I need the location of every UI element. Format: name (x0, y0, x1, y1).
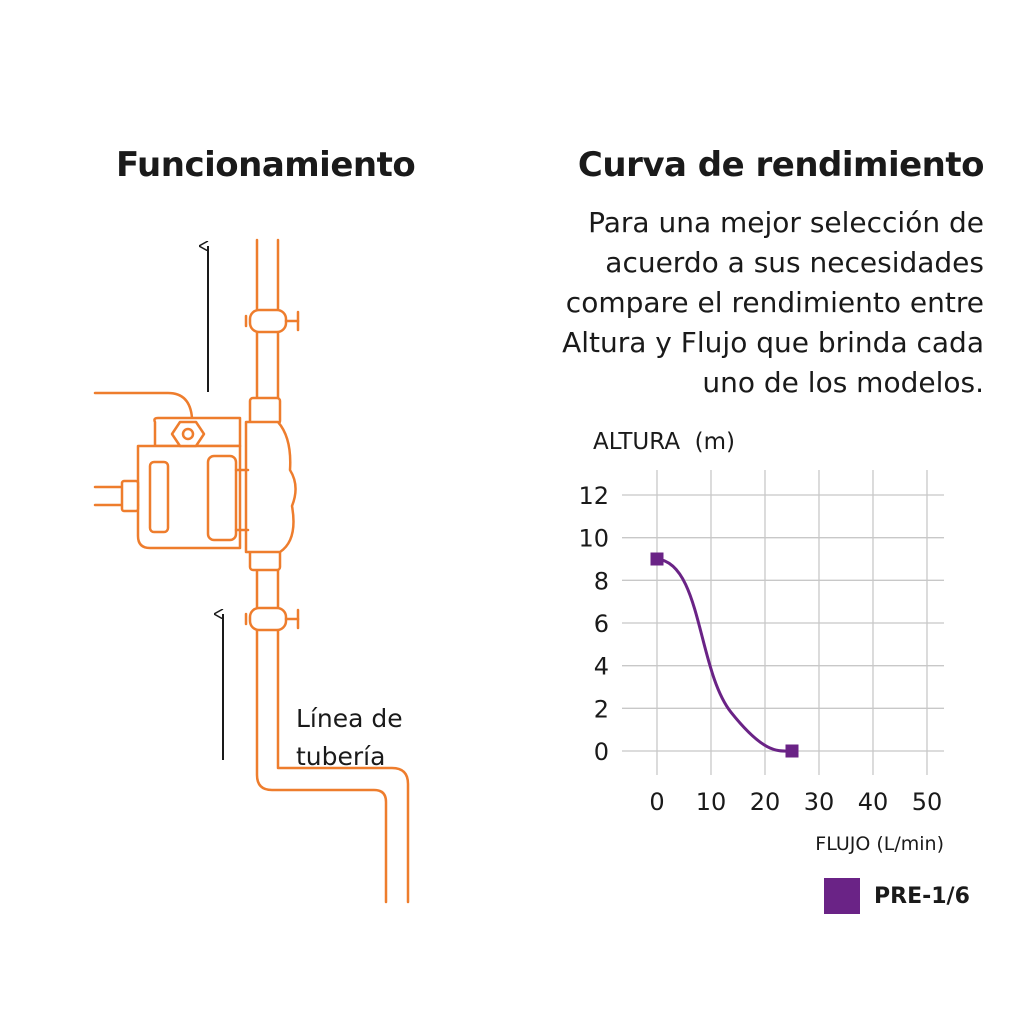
description-line: Altura y Flujo que brinda cada (562, 326, 984, 359)
chart-legend: PRE-1/6 (824, 878, 970, 914)
x-tick-label: 0 (649, 788, 664, 816)
chart-grid (622, 470, 944, 775)
y-tick-label: 0 (594, 738, 609, 766)
legend-swatch (824, 878, 860, 914)
y-tick-label: 4 (594, 653, 609, 681)
y-tick-label: 12 (578, 482, 609, 510)
chart-title: Curva de rendimiento (577, 145, 985, 185)
y-tick-label: 8 (594, 567, 609, 595)
x-tick-label: 30 (804, 788, 835, 816)
chart-description: Para una mejor selección de acuerdo a su… (514, 203, 984, 403)
series-line (656, 557, 793, 753)
pipe-line-label: Línea de tubería (296, 700, 403, 776)
y-axis-label: ALTURA (m) (593, 429, 735, 455)
legend-label: PRE-1/6 (874, 883, 970, 909)
description-line: acuerdo a sus necesidades (605, 246, 984, 279)
description-line: uno de los modelos. (702, 366, 984, 399)
chart-ticks: 0 2 4 6 8 10 12 0 10 20 30 40 50 (578, 482, 942, 816)
valve-icon (244, 606, 300, 632)
series-point (785, 744, 799, 758)
pipe-label-line: tubería (296, 742, 386, 771)
description-line: compare el rendimiento entre (565, 286, 984, 319)
series-point (650, 552, 664, 566)
y-tick-label: 2 (594, 695, 609, 723)
chart-series (650, 552, 799, 758)
valve-icon (244, 308, 300, 334)
x-tick-label: 40 (858, 788, 889, 816)
installation-diagram (93, 238, 410, 904)
y-tick-label: 10 (578, 525, 609, 553)
x-tick-label: 20 (750, 788, 781, 816)
pipe-line (255, 238, 410, 904)
description-line: Para una mejor selección de (588, 206, 984, 239)
pipe-label-line: Línea de (296, 704, 403, 733)
x-axis-label: FLUJO (L/min) (815, 833, 944, 855)
pump-icon (93, 391, 297, 572)
diagram-title: Funcionamiento (116, 145, 416, 185)
x-tick-label: 10 (696, 788, 727, 816)
x-tick-label: 50 (912, 788, 943, 816)
y-tick-label: 6 (594, 610, 609, 638)
